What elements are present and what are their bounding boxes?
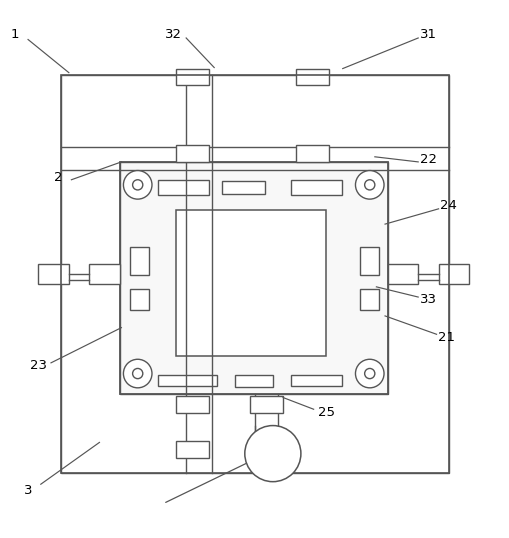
Circle shape xyxy=(364,180,374,190)
Bar xyxy=(130,247,149,275)
Bar xyxy=(295,145,328,162)
Bar xyxy=(120,162,387,394)
Circle shape xyxy=(355,171,383,199)
Circle shape xyxy=(355,359,383,388)
Circle shape xyxy=(123,359,152,388)
Bar xyxy=(176,441,209,458)
Text: 25: 25 xyxy=(317,406,334,419)
Bar xyxy=(249,441,282,458)
Text: 3: 3 xyxy=(24,484,32,497)
Bar xyxy=(176,396,209,413)
Text: 22: 22 xyxy=(419,153,436,166)
Bar xyxy=(176,210,326,356)
Bar xyxy=(359,289,378,310)
Bar xyxy=(61,75,448,473)
Bar xyxy=(38,264,69,284)
Bar xyxy=(359,247,378,275)
Text: 32: 32 xyxy=(164,28,182,41)
Text: 1: 1 xyxy=(11,28,19,41)
Bar xyxy=(120,162,387,394)
Bar xyxy=(290,375,341,386)
Text: 2: 2 xyxy=(54,171,63,183)
Bar xyxy=(249,396,282,413)
Bar xyxy=(253,445,292,462)
Text: 33: 33 xyxy=(419,293,436,306)
Text: 24: 24 xyxy=(439,199,457,212)
Bar xyxy=(130,289,149,310)
Bar xyxy=(89,264,120,284)
Bar xyxy=(438,264,468,284)
Bar xyxy=(221,181,265,194)
Circle shape xyxy=(123,171,152,199)
Bar xyxy=(176,145,209,162)
Bar xyxy=(387,264,417,284)
Bar xyxy=(158,375,216,386)
Bar xyxy=(158,180,209,195)
Circle shape xyxy=(244,426,300,482)
Bar xyxy=(176,68,209,86)
Circle shape xyxy=(132,180,143,190)
Text: 21: 21 xyxy=(437,331,454,344)
Text: 31: 31 xyxy=(419,28,436,41)
Circle shape xyxy=(132,369,143,379)
Bar xyxy=(290,180,341,195)
Bar xyxy=(61,75,448,473)
Text: 23: 23 xyxy=(30,359,47,372)
Circle shape xyxy=(364,369,374,379)
Bar xyxy=(295,68,328,86)
Bar xyxy=(234,374,272,387)
